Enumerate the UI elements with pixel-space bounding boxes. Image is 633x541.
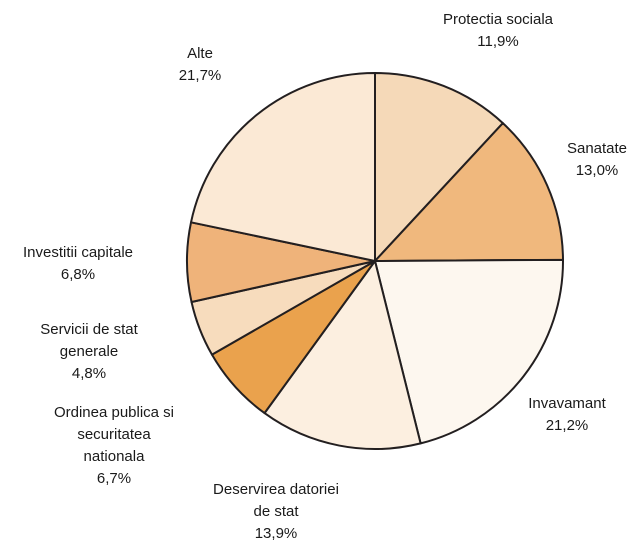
pie-slice <box>190 72 376 262</box>
slice-value: 6,8% <box>61 266 95 283</box>
slice-label: Deservirea datoriei de stat 13,9% <box>213 481 339 541</box>
slice-label-line: Invavamant <box>528 395 606 412</box>
slice-label-line: generale <box>60 343 118 360</box>
slice-value: 6,7% <box>97 470 131 487</box>
slice-label-line: securitatea <box>77 426 151 443</box>
slice-label: Alte 21,7% <box>179 45 222 84</box>
slice-value: 13,9% <box>255 525 298 541</box>
slice-label: Servicii de stat generale 4,8% <box>40 321 138 382</box>
pie-slice <box>263 260 422 450</box>
slice-label: Investitii capitale 6,8% <box>23 244 133 283</box>
slice-value: 13,0% <box>576 162 619 179</box>
slice-label: Sanatate 13,0% <box>567 140 627 179</box>
pie-slice <box>374 122 564 262</box>
slice-label-line: Protectia sociala <box>443 11 554 28</box>
slice-label: Protectia sociala 11,9% <box>443 11 554 50</box>
slice-value: 4,8% <box>72 365 106 382</box>
pie-slice <box>374 72 504 262</box>
slice-label: Ordinea publica si securitatea nationala 6,… <box>54 404 174 487</box>
slice-label-line: Deservirea datoriei <box>213 481 339 498</box>
slice-label-line: Servicii de stat <box>40 321 138 338</box>
slice-value: 21,2% <box>546 417 589 434</box>
pie-slice <box>374 258 565 445</box>
slice-label: Invavamant 21,2% <box>528 395 606 434</box>
slice-label-line: de stat <box>253 503 299 520</box>
slice-label-line: Ordinea publica si <box>54 404 174 421</box>
slice-label-line: Investitii capitale <box>23 244 133 261</box>
slice-value: 11,9% <box>477 33 518 50</box>
slice-label-line: Sanatate <box>567 140 627 157</box>
slice-value: 21,7% <box>179 67 222 84</box>
pie-slices <box>186 72 565 450</box>
slice-label-line: nationala <box>84 448 146 465</box>
slice-label-line: Alte <box>187 45 213 62</box>
pie-labels: Protectia sociala 11,9% Sanatate 13,0% Invav… <box>23 11 627 541</box>
